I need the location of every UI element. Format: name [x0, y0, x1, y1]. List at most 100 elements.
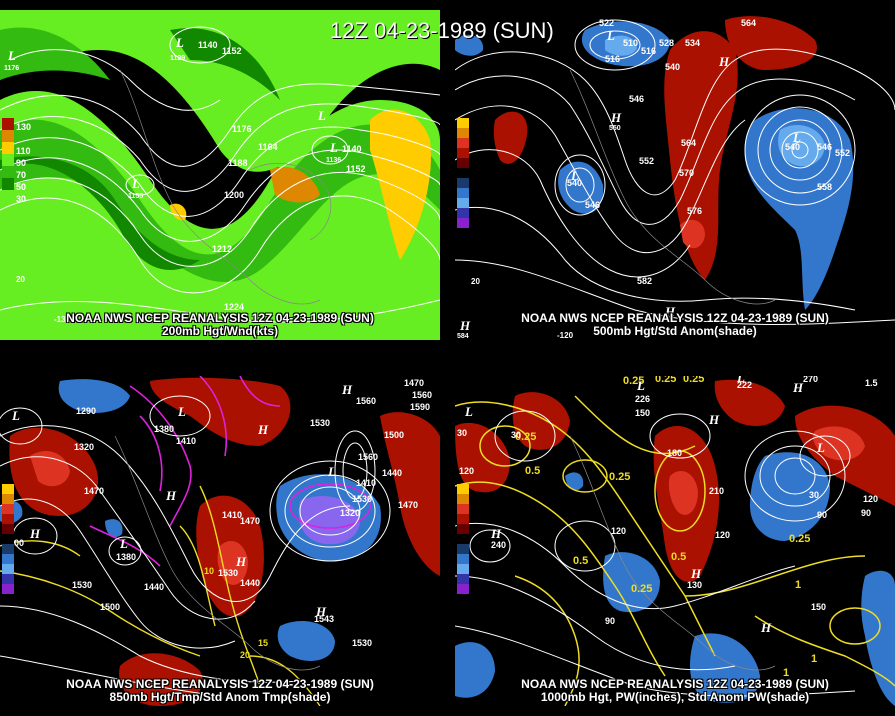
svg-text:150: 150 — [635, 408, 650, 418]
caption-field: 1000mb Hgt, PW(inches), Std Anom PW(shad… — [540, 690, 810, 704]
svg-text:1500: 1500 — [100, 602, 120, 612]
caption-field: 200mb Hgt/Wnd(kts) — [161, 324, 278, 338]
svg-text:L: L — [329, 140, 338, 155]
svg-text:90: 90 — [817, 510, 827, 520]
panel-caption: NOAA NWS NCEP REANALYSIS 12Z 04-23-1989 … — [455, 312, 895, 338]
pw-anomaly-red-ne-core — [813, 426, 865, 461]
svg-text:1500: 1500 — [384, 430, 404, 440]
svg-text:H: H — [29, 526, 41, 541]
svg-text:H: H — [235, 554, 247, 569]
map-200mb: 1176 1164 1188 1200 1212 1224 1140 1152 … — [0, 10, 440, 340]
svg-text:1380: 1380 — [116, 552, 136, 562]
svg-text:1: 1 — [811, 653, 817, 665]
svg-text:270: 270 — [803, 376, 818, 384]
svg-text:1320: 1320 — [340, 508, 360, 518]
svg-text:30: 30 — [809, 490, 819, 500]
svg-text:L: L — [570, 168, 579, 183]
svg-text:564: 564 — [681, 138, 696, 148]
svg-text:546: 546 — [817, 142, 832, 152]
caption-source: NOAA NWS NCEP REANALYSIS 12Z 04-23-1989 … — [66, 677, 374, 691]
wind-shading-top — [0, 10, 440, 172]
svg-text:0.25: 0.25 — [655, 376, 676, 385]
svg-text:1530: 1530 — [352, 638, 372, 648]
svg-text:1155: 1155 — [128, 193, 143, 200]
svg-text:L: L — [636, 378, 645, 393]
svg-text:0.5: 0.5 — [671, 551, 686, 563]
svg-text:1560: 1560 — [358, 452, 378, 462]
anomaly-blue-small — [455, 34, 484, 56]
svg-text:L: L — [317, 108, 326, 123]
svg-text:H: H — [690, 566, 702, 581]
svg-text:H: H — [165, 488, 177, 503]
svg-text:570: 570 — [679, 168, 694, 178]
temp-anomaly-red-north — [150, 377, 291, 446]
svg-text:1212: 1212 — [212, 244, 232, 254]
svg-text:1530: 1530 — [72, 580, 92, 590]
svg-text:H: H — [490, 526, 502, 541]
svg-text:1320: 1320 — [74, 442, 94, 452]
svg-text:1440: 1440 — [382, 468, 402, 478]
panel-1000mb-height-pw: 0.25 0.25 0.25 0.25 0.5 0.25 0.5 0.25 0.… — [455, 376, 895, 706]
wind-shading-dark — [0, 156, 200, 270]
svg-text:H: H — [760, 620, 772, 635]
svg-text:1.5: 1.5 — [865, 378, 878, 388]
legend-std-anomaly — [457, 484, 469, 594]
svg-text:1380: 1380 — [154, 424, 174, 434]
svg-text:0.25: 0.25 — [609, 471, 630, 483]
svg-text:10: 10 — [204, 566, 214, 576]
svg-text:1224: 1224 — [224, 302, 244, 312]
legend-label: 50 — [16, 182, 27, 192]
svg-text:0.25: 0.25 — [789, 533, 810, 545]
svg-text:1530: 1530 — [310, 418, 330, 428]
svg-text:30: 30 — [457, 428, 467, 438]
svg-text:L: L — [177, 404, 186, 419]
svg-text:H: H — [708, 412, 720, 427]
svg-text:1129: 1129 — [170, 55, 185, 62]
pw-anomaly-blue-west — [455, 642, 495, 698]
svg-text:-130: -130 — [54, 315, 71, 324]
svg-text:546: 546 — [629, 94, 644, 104]
svg-text:H: H — [257, 422, 269, 437]
svg-text:1152: 1152 — [346, 164, 366, 174]
caption-field: 850mb Hgt/Tmp/Std Anom Tmp(shade) — [109, 690, 331, 704]
svg-text:H: H — [664, 304, 676, 319]
svg-text:0.25: 0.25 — [631, 583, 652, 595]
legend-label: 130 — [16, 122, 32, 132]
panel-caption: NOAA NWS NCEP REANALYSIS 12Z 04-23-1989 … — [455, 678, 895, 704]
svg-text:1188: 1188 — [228, 158, 248, 168]
svg-text:120: 120 — [459, 466, 474, 476]
svg-text:1470: 1470 — [404, 378, 424, 388]
anomaly-red-center — [664, 31, 738, 281]
legend-std-anomaly — [457, 118, 469, 228]
svg-text:1530: 1530 — [218, 568, 238, 578]
svg-text:540: 540 — [785, 142, 800, 152]
svg-text:1470: 1470 — [240, 516, 260, 526]
svg-text:L: L — [175, 35, 184, 50]
caption-source: NOAA NWS NCEP REANALYSIS 12Z 04-23-1989 … — [521, 677, 829, 691]
pw-anomaly-blue-center — [603, 552, 660, 613]
svg-text:0.25: 0.25 — [683, 376, 704, 385]
svg-text:534: 534 — [685, 38, 700, 48]
svg-text:90: 90 — [861, 508, 871, 518]
temp-anomaly-red-west-core — [30, 451, 70, 487]
caption-field: 500mb Hgt/Std Anom(shade) — [593, 324, 757, 338]
svg-text:552: 552 — [639, 156, 654, 166]
legend-wind-speed: 130 110 90 70 50 30 — [2, 118, 31, 204]
svg-text:L: L — [11, 408, 20, 423]
svg-text:1560: 1560 — [412, 390, 432, 400]
legend-label: 30 — [16, 194, 27, 204]
svg-text:H: H — [610, 110, 622, 125]
svg-text:20: 20 — [471, 277, 480, 286]
svg-text:-120: -120 — [557, 331, 574, 340]
svg-text:558: 558 — [817, 182, 832, 192]
panel-850mb-height-temp: 1290 1380 1410 1320 1470 1530 1500 1470 … — [0, 376, 440, 706]
svg-text:120: 120 — [715, 530, 730, 540]
temp-anomaly-red-ne — [380, 412, 440, 576]
svg-text:1410: 1410 — [222, 510, 242, 520]
pw-anomaly-red-north — [714, 379, 785, 426]
svg-text:20: 20 — [16, 275, 25, 284]
legend-label: 70 — [16, 170, 27, 180]
svg-text:L: L — [792, 130, 801, 145]
svg-text:540: 540 — [567, 178, 582, 188]
caption-source: NOAA NWS NCEP REANALYSIS 12Z 04-23-1989 … — [66, 311, 374, 325]
